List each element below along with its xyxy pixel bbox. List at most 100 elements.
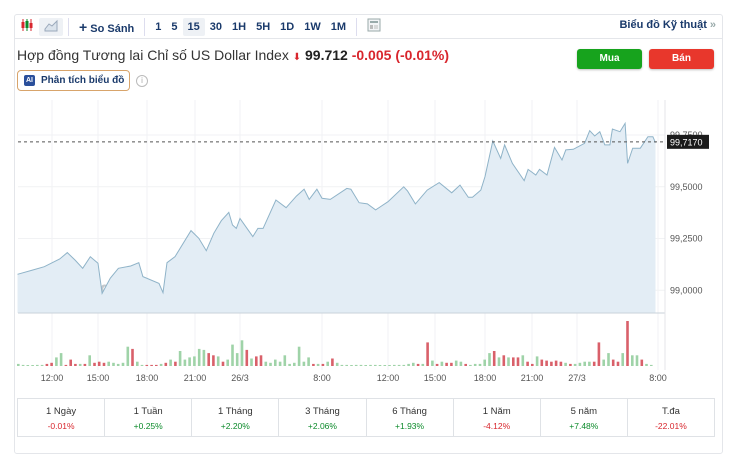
volume-bar (497, 357, 501, 366)
info-icon[interactable]: i (136, 75, 148, 87)
period-label: 1 Ngày (46, 406, 77, 417)
technical-chart-link[interactable]: Biểu đồ Kỹ thuật» (619, 19, 716, 31)
volume-bar (435, 363, 439, 366)
interval-1D[interactable]: 1D (280, 20, 295, 33)
period-3[interactable]: 3 Tháng +2.06% (279, 399, 367, 436)
volume-bar (312, 363, 315, 366)
volume-bar (307, 357, 310, 366)
news-icon[interactable] (362, 18, 386, 36)
volume-bar (650, 364, 653, 366)
volume-bar (183, 359, 187, 366)
volume-bar (326, 361, 329, 366)
volume-bar (235, 353, 239, 366)
volume-bar (645, 363, 648, 366)
volume-bar (131, 348, 134, 366)
volume-bar (559, 361, 563, 366)
volume-bar (302, 361, 306, 366)
volume-bar (155, 364, 158, 366)
volume-bar (545, 360, 548, 366)
volume-bar (416, 363, 420, 366)
x-tick-label: 12:00 (41, 373, 64, 383)
period-change: +7.48% (569, 421, 599, 431)
volume-bar (616, 361, 620, 366)
volume-bar (340, 364, 344, 366)
y-tick-label: 99,2500 (670, 234, 703, 244)
interval-1H[interactable]: 1H (232, 20, 247, 33)
period-change: -4.12% (483, 421, 511, 431)
volume-bar (583, 361, 586, 366)
price-change-pct: (-0.01%) (395, 47, 449, 63)
volume-bar (83, 363, 87, 366)
period-1[interactable]: 1 Tuần +0.25% (105, 399, 193, 436)
divider (144, 17, 146, 36)
volume-bar (335, 362, 339, 366)
volume-bar (240, 340, 244, 366)
period-4[interactable]: 6 Tháng +1.93% (367, 399, 454, 436)
ai-analysis-button[interactable]: AI Phân tích biểu đồ (17, 70, 130, 91)
volume-bar (564, 362, 567, 366)
interval-1M[interactable]: 1M (330, 20, 346, 33)
period-label: 1 Năm (482, 406, 511, 417)
volume-bar (55, 357, 58, 366)
instrument-header: Hợp đồng Tương lai Chỉ số US Dollar Inde… (17, 47, 449, 63)
volume-bar (521, 355, 525, 366)
period-2[interactable]: 1 Tháng +2.20% (192, 399, 280, 436)
volume-bar (93, 362, 96, 366)
current-price-label: 99,7170 (670, 137, 703, 147)
performance-table: 1 Ngày -0.01% 1 Tuần +0.25% 1 Tháng +2.20% 3 T… (17, 398, 715, 437)
volume-bar (331, 358, 334, 366)
volume-bar (374, 364, 377, 366)
interval-1W[interactable]: 1W (304, 20, 321, 33)
volume-bar (74, 363, 77, 366)
interval-5[interactable]: 5 (171, 20, 178, 33)
volume-bar (421, 363, 425, 366)
period-0[interactable]: 1 Ngày -0.01% (18, 399, 106, 436)
volume-bar (478, 363, 482, 366)
x-tick-label: 27/3 (568, 373, 586, 383)
volume-bar (178, 351, 182, 366)
volume-bar (274, 359, 277, 366)
buy-button[interactable]: Mua (577, 49, 642, 69)
interval-15[interactable]: 15 (182, 17, 205, 36)
volume-bar (459, 361, 463, 366)
current-price-box (667, 134, 709, 149)
volume-bar (69, 359, 72, 366)
volume-bar (393, 364, 396, 366)
area-chart-icon[interactable] (39, 17, 63, 36)
volume-bar (188, 357, 191, 366)
volume-bar (202, 349, 206, 366)
interval-5H[interactable]: 5H (256, 20, 271, 33)
period-label: 1 Tuần (133, 406, 163, 417)
candlestick-icon[interactable] (15, 18, 39, 36)
x-tick-label: 18:00 (474, 373, 497, 383)
volume-bar (578, 362, 582, 366)
volume-bar (440, 361, 444, 366)
volume-bar (169, 359, 172, 366)
volume-bar (116, 363, 120, 366)
volume-bar (359, 364, 363, 366)
volume-bar (26, 365, 30, 366)
x-tick-label: 15:00 (424, 373, 447, 383)
interval-1[interactable]: 1 (155, 20, 162, 33)
volume-bar (540, 359, 544, 366)
period-5[interactable]: 1 Năm -4.12% (454, 399, 541, 436)
x-tick-label: 18:00 (136, 373, 159, 383)
volume-bar (264, 361, 268, 366)
period-6[interactable]: 5 năm +7.48% (541, 399, 628, 436)
volume-bar (607, 353, 610, 366)
volume-bar (621, 353, 624, 366)
sell-button[interactable]: Bán (649, 49, 714, 69)
volume-bar (378, 365, 382, 366)
interval-group: 1 5 15 30 1H 5H 1D 1W 1M (150, 17, 351, 36)
volume-bar (354, 364, 358, 366)
volume-bar (150, 364, 153, 366)
volume-bar (592, 361, 596, 366)
compare-button[interactable]: + So Sánh (74, 18, 139, 36)
volume-bar (59, 353, 63, 366)
volume-bar (140, 364, 144, 366)
volume-bar (269, 362, 272, 366)
interval-30[interactable]: 30 (209, 20, 223, 33)
period-7[interactable]: T.đa -22.01% (628, 399, 714, 436)
period-change: -22.01% (655, 421, 687, 431)
